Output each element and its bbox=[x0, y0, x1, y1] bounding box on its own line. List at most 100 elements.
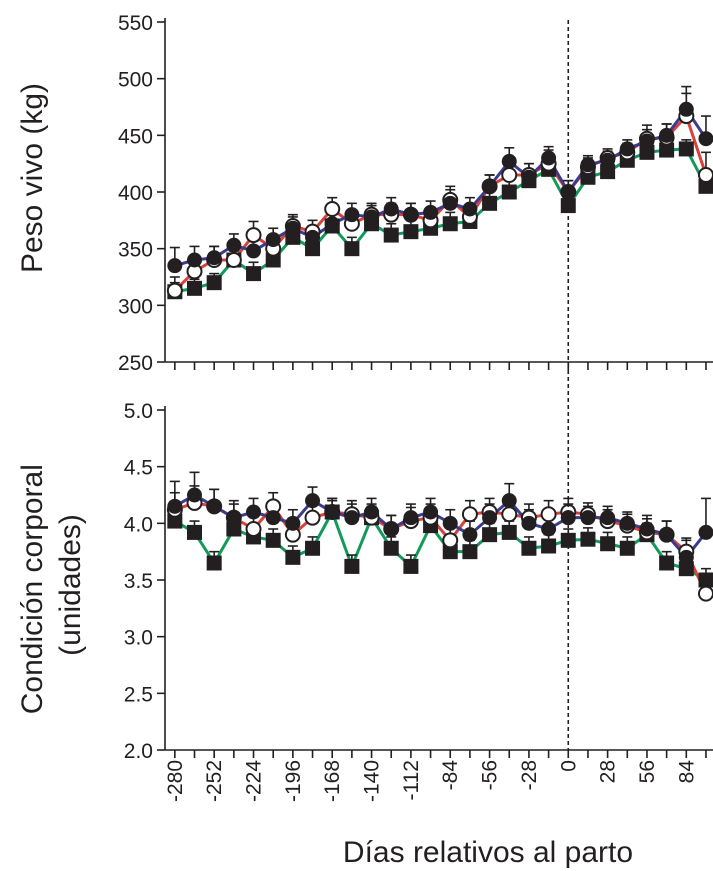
bottom-point-square bbox=[226, 521, 242, 537]
top-point-square bbox=[344, 241, 360, 257]
bottom-point-open-circle bbox=[697, 585, 713, 602]
top-point-filled-circle bbox=[501, 153, 517, 169]
bottom-point-open-circle bbox=[304, 509, 321, 526]
top-point-filled-circle bbox=[423, 204, 439, 220]
top-point-square bbox=[246, 266, 262, 282]
top-point-filled-circle bbox=[324, 216, 340, 232]
bottom-point-square bbox=[206, 555, 222, 571]
top-point-filled-circle bbox=[639, 133, 655, 149]
top-series-line-filled-square bbox=[174, 147, 708, 294]
bottom-point-filled-circle bbox=[501, 493, 517, 509]
bottom-point-filled-circle bbox=[580, 510, 596, 526]
bottom-point-filled-circle bbox=[187, 487, 203, 503]
bottom-series-line-filled-square bbox=[174, 510, 707, 582]
bottom-y-axis-title-line2: (unidades) bbox=[54, 514, 87, 656]
top-point-open-circle bbox=[245, 227, 262, 244]
bottom-point-filled-circle bbox=[226, 510, 242, 526]
bottom-point-square bbox=[501, 524, 517, 540]
top-point-open-circle bbox=[697, 167, 713, 183]
bottom-point-filled-circle bbox=[324, 504, 340, 520]
bottom-y-tick-label: 3.0 bbox=[124, 627, 153, 650]
bottom-point-square bbox=[187, 524, 203, 540]
bottom-y-tick-label: 4.5 bbox=[124, 457, 153, 480]
bottom-point-square bbox=[678, 561, 694, 577]
bottom-point-filled-circle bbox=[442, 515, 458, 531]
top-point-filled-circle bbox=[167, 258, 183, 274]
bottom-point-filled-circle bbox=[246, 504, 262, 520]
bottom-y-tick-label: 4.0 bbox=[124, 513, 153, 536]
top-point-filled-circle bbox=[678, 101, 694, 117]
bottom-series-line-open-circle bbox=[174, 501, 708, 595]
x-tick-label: -196 bbox=[282, 760, 305, 802]
bottom-point-filled-circle bbox=[265, 510, 281, 526]
top-point-filled-circle bbox=[600, 152, 616, 168]
top-point-filled-circle bbox=[364, 209, 380, 225]
bottom-y-axis-title: Condición corporal (unidades) bbox=[16, 456, 87, 714]
bottom-point-filled-circle bbox=[344, 510, 360, 526]
bottom-point-filled-circle bbox=[462, 527, 478, 543]
bottom-point-filled-circle bbox=[383, 521, 399, 537]
top-point-square bbox=[659, 142, 675, 158]
bottom-point-square bbox=[580, 531, 596, 547]
x-tick-label: -280 bbox=[164, 760, 187, 802]
bottom-point-filled-circle bbox=[659, 527, 675, 543]
top-point-square bbox=[403, 224, 419, 240]
x-tick-label: -56 bbox=[479, 760, 502, 790]
x-tick-label: 84 bbox=[675, 760, 698, 784]
top-panel: 250 300 350 400 450 500 550 bbox=[118, 12, 713, 375]
bottom-point-filled-circle bbox=[305, 493, 321, 509]
bottom-panel: 2.0 2.5 3.0 3.5 4.0 4.5 5.0 bbox=[124, 400, 713, 763]
bottom-series-line-filled-circle bbox=[174, 493, 708, 559]
top-y-axis-title: Peso vivo (kg) bbox=[16, 83, 49, 273]
x-tick-label: -140 bbox=[361, 760, 384, 802]
bottom-y-tick-label: 5.0 bbox=[124, 400, 153, 423]
top-point-filled-circle bbox=[226, 237, 242, 253]
x-tick-label: -112 bbox=[400, 760, 423, 800]
top-point-filled-circle bbox=[521, 169, 537, 185]
bottom-point-filled-circle bbox=[403, 510, 419, 526]
top-point-open-circle bbox=[225, 252, 242, 268]
bottom-point-open-circle bbox=[501, 506, 518, 523]
bottom-point-square bbox=[344, 558, 360, 574]
bottom-point-filled-circle bbox=[698, 524, 713, 540]
x-axis: -280 -252 -224 -196 -168 -140 -112 -84 -56 -28 0 28… bbox=[164, 760, 698, 802]
top-point-square bbox=[501, 184, 517, 200]
bottom-point-square bbox=[482, 527, 498, 543]
top-y-tick-label: 350 bbox=[118, 239, 153, 262]
bottom-point-square bbox=[619, 540, 635, 556]
bottom-point-open-circle bbox=[442, 532, 459, 549]
bottom-point-filled-circle bbox=[167, 498, 183, 514]
bottom-point-square bbox=[167, 513, 183, 529]
bottom-point-square bbox=[462, 544, 478, 560]
bottom-point-square bbox=[659, 555, 675, 571]
top-point-square bbox=[639, 144, 655, 160]
bottom-y-tick-label: 2.0 bbox=[124, 740, 153, 763]
top-point-filled-circle bbox=[403, 207, 419, 223]
bottom-point-filled-circle bbox=[639, 521, 655, 537]
bottom-point-square bbox=[403, 558, 419, 574]
top-point-square bbox=[698, 178, 713, 194]
bottom-point-square bbox=[521, 540, 537, 556]
top-point-filled-circle bbox=[265, 232, 281, 248]
x-tick-label: -28 bbox=[518, 760, 541, 790]
bottom-point-filled-circle bbox=[541, 521, 557, 537]
top-series-line-filled-circle bbox=[174, 107, 708, 268]
bottom-point-filled-circle bbox=[678, 549, 694, 565]
top-point-filled-circle bbox=[383, 201, 399, 217]
top-point-square bbox=[187, 280, 203, 296]
bottom-point-filled-circle bbox=[482, 510, 498, 526]
top-point-open-circle bbox=[501, 167, 518, 183]
bottom-point-square bbox=[698, 572, 713, 588]
top-y-tick-label: 400 bbox=[118, 182, 153, 205]
x-tick-label: -252 bbox=[203, 760, 226, 802]
top-y-tick-label: 500 bbox=[118, 69, 153, 92]
x-axis-title: Días relativos al parto bbox=[343, 836, 633, 869]
bottom-point-open-circle bbox=[245, 521, 262, 537]
top-point-filled-circle bbox=[462, 201, 478, 217]
top-point-filled-circle bbox=[698, 131, 713, 147]
top-point-filled-circle bbox=[305, 229, 321, 245]
bottom-point-filled-circle bbox=[423, 504, 439, 520]
top-point-square bbox=[482, 195, 498, 211]
bottom-point-square bbox=[383, 540, 399, 556]
